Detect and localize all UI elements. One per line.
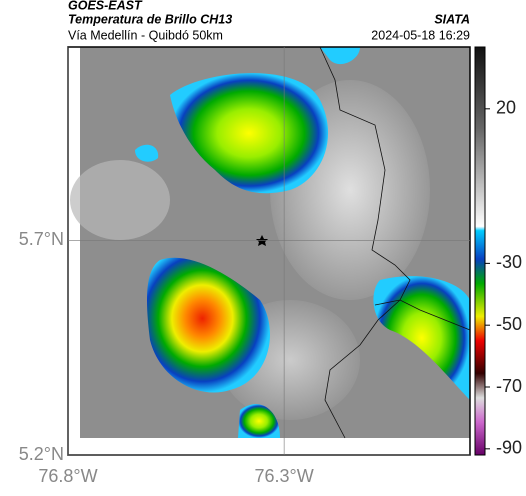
colorbar bbox=[474, 46, 486, 456]
colorbar-label: -70 bbox=[496, 376, 522, 396]
datetime: 2024-05-18 16:29 bbox=[371, 28, 470, 42]
lon-label: 76.3°W bbox=[255, 466, 314, 486]
source: SIATA bbox=[434, 12, 470, 26]
header: GOES-EAST Temperatura de Brillo CH13 SIA… bbox=[68, 0, 470, 42]
product: Temperatura de Brillo CH13 bbox=[68, 12, 232, 26]
colorbar-label: -90 bbox=[496, 438, 522, 458]
colorbar-label: -50 bbox=[496, 314, 522, 334]
location: Vía Medellín - Quibdó 50km bbox=[68, 28, 223, 42]
satellite: GOES-EAST bbox=[68, 0, 143, 12]
colorbar-label: 20 bbox=[496, 98, 516, 118]
lat-label: 5.7°N bbox=[19, 229, 64, 249]
lon-label: 76.8°W bbox=[38, 466, 97, 486]
colorbar-label: -30 bbox=[496, 252, 522, 272]
imagery bbox=[70, 46, 471, 439]
lat-label: 5.2°N bbox=[19, 444, 64, 464]
